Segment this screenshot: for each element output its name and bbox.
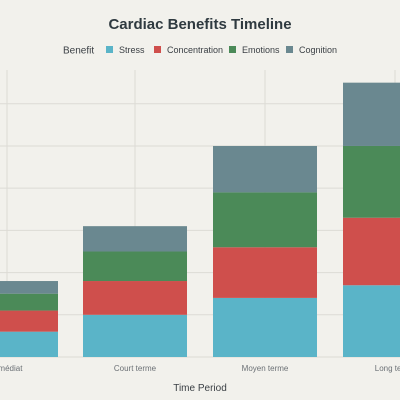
legend-label: Stress — [119, 45, 145, 55]
x-tick-label: Immédiat — [0, 364, 23, 373]
legend-swatch-emotions — [229, 46, 236, 53]
bar-segment-concentration[interactable] — [343, 217, 400, 286]
legend-label: Cognition — [299, 45, 337, 55]
x-tick-labels: Immédiat Court terme Moyen terme Long terme — [0, 364, 400, 373]
legend-swatch-concentration — [154, 46, 161, 53]
legend-swatch-stress — [106, 46, 113, 53]
x-axis-label: Time Period — [173, 383, 227, 394]
bars — [0, 82, 400, 357]
bar-segment-concentration[interactable] — [213, 247, 317, 298]
x-tick-label: Moyen terme — [242, 364, 289, 373]
bar-segment-stress[interactable] — [213, 297, 317, 357]
bar-segment-stress[interactable] — [83, 314, 187, 357]
x-tick-label: Long terme — [375, 364, 400, 373]
bar-segment-emotions[interactable] — [343, 145, 400, 218]
bar-segment-emotions[interactable] — [83, 251, 187, 282]
legend-label: Concentration — [167, 45, 223, 55]
bar-segment-emotions[interactable] — [213, 192, 317, 248]
grid — [0, 70, 400, 358]
bar-segment-concentration[interactable] — [0, 310, 58, 332]
bar-segment-emotions[interactable] — [0, 293, 58, 311]
x-tick-label: Court terme — [114, 364, 157, 373]
legend-swatch-cognition — [286, 46, 293, 53]
legend: Benefit Stress Concentration Emotions Cogni… — [63, 45, 337, 57]
legend-title: Benefit — [63, 46, 94, 57]
chart-title: Cardiac Benefits Timeline — [108, 16, 291, 33]
bar-segment-stress[interactable] — [343, 285, 400, 357]
legend-label: Emotions — [242, 45, 280, 55]
bar-segment-cognition[interactable] — [213, 145, 317, 193]
bar-segment-cognition[interactable] — [343, 82, 400, 146]
bar-segment-stress[interactable] — [0, 331, 58, 357]
bar-segment-cognition[interactable] — [0, 281, 58, 294]
bar-segment-cognition[interactable] — [83, 226, 187, 252]
bar-segment-concentration[interactable] — [83, 281, 187, 315]
